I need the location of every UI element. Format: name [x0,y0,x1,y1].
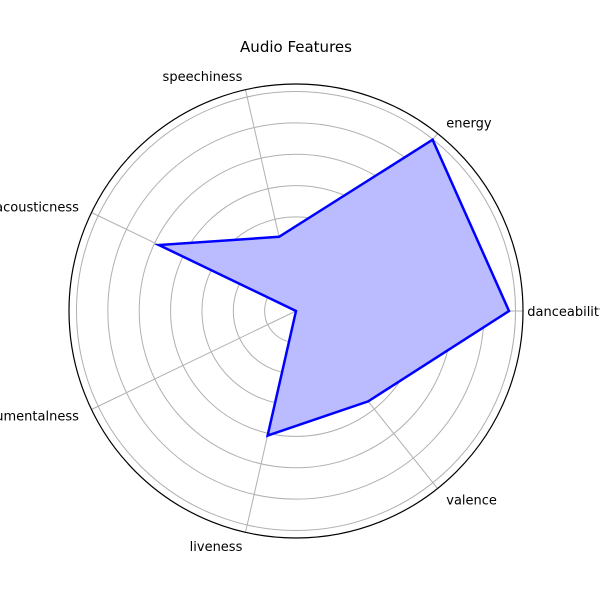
axis-tick-label: acousticness [0,200,79,215]
axis-tick-label: instrumentalness [0,410,79,425]
axis-tick-label: danceability [527,305,600,320]
axis-tick-label: speechiness [163,70,243,85]
axis-tick-label: liveness [190,540,243,555]
axis-tick-label: valence [446,493,497,508]
series-fill [159,140,509,436]
chart-title: Audio Features [240,38,352,56]
grid-spoke [91,311,296,409]
axis-tick-label: energy [446,117,492,132]
